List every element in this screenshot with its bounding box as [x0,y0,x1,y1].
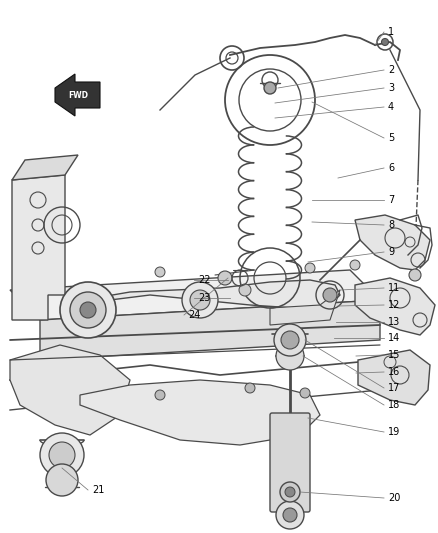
Polygon shape [12,155,78,180]
Text: 19: 19 [388,427,400,437]
Text: 11: 11 [388,283,400,293]
Circle shape [280,482,300,502]
Text: 9: 9 [388,247,394,257]
Text: 2: 2 [388,65,394,75]
Circle shape [80,302,96,318]
Polygon shape [270,290,340,325]
Polygon shape [55,74,100,116]
Text: 7: 7 [388,195,394,205]
Text: 4: 4 [388,102,394,112]
Circle shape [281,331,299,349]
Polygon shape [12,175,65,320]
Circle shape [264,82,276,94]
Circle shape [46,464,78,496]
Circle shape [274,324,306,356]
Text: 22: 22 [198,275,211,285]
Text: 1: 1 [388,27,394,37]
Circle shape [70,292,106,328]
Polygon shape [75,280,340,308]
Circle shape [60,282,116,338]
Polygon shape [10,345,130,435]
Text: FWD: FWD [68,91,88,100]
Circle shape [350,260,360,270]
Polygon shape [358,350,430,405]
Text: 15: 15 [388,350,400,360]
Circle shape [239,284,251,296]
Circle shape [305,263,315,273]
Text: 17: 17 [388,383,400,393]
Circle shape [49,442,75,468]
Circle shape [40,433,84,477]
Circle shape [155,267,165,277]
Text: 14: 14 [388,333,400,343]
Text: 23: 23 [198,293,210,303]
Polygon shape [355,278,435,335]
Circle shape [218,271,232,285]
Text: 20: 20 [388,493,400,503]
Circle shape [276,342,304,370]
Polygon shape [355,215,430,270]
Text: 8: 8 [388,220,394,230]
Circle shape [409,269,421,281]
Text: 18: 18 [388,400,400,410]
Circle shape [323,288,337,302]
Circle shape [283,508,297,522]
Text: 24: 24 [188,310,200,320]
Polygon shape [40,300,380,360]
Circle shape [381,38,389,45]
Circle shape [285,487,295,497]
Circle shape [300,388,310,398]
Text: 5: 5 [388,133,394,143]
Circle shape [245,383,255,393]
Text: 3: 3 [388,83,394,93]
Text: 21: 21 [92,485,104,495]
Text: 16: 16 [388,367,400,377]
Circle shape [182,282,218,318]
Circle shape [155,390,165,400]
Text: 13: 13 [388,317,400,327]
Polygon shape [10,270,380,320]
Circle shape [276,501,304,529]
Polygon shape [80,380,320,445]
FancyBboxPatch shape [270,413,310,512]
Text: 6: 6 [388,163,394,173]
Circle shape [190,290,210,310]
Text: 12: 12 [388,300,400,310]
